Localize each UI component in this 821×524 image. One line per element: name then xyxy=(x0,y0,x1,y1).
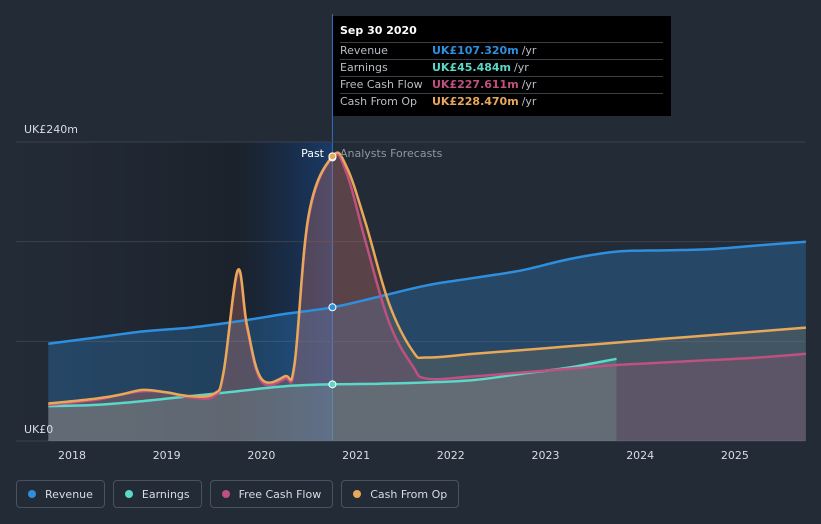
x-tick-label: 2020 xyxy=(247,449,275,462)
legend-dot-icon xyxy=(353,490,362,498)
tooltip-row-value: UK£227.611m xyxy=(432,78,519,91)
tooltip-row-value: UK£45.484m xyxy=(432,61,512,74)
tooltip-row-unit: /yr xyxy=(521,95,537,108)
tooltip-row-value: UK£228.470m xyxy=(432,95,519,108)
tooltip-row-label: Earnings xyxy=(340,61,388,74)
legend: Revenue Earnings Free Cash Flow Cash From O… xyxy=(16,480,460,508)
free-cash-flow-area xyxy=(48,154,806,441)
legend-label: Free Cash Flow xyxy=(238,487,322,501)
x-tick-label: 2023 xyxy=(532,449,560,462)
tooltip-row-value: UK£107.320m xyxy=(432,44,519,57)
tooltip-row-label: Revenue xyxy=(340,44,388,57)
legend-label: Earnings xyxy=(141,487,190,501)
tooltip-date: Sep 30 2020 xyxy=(340,24,417,37)
revenue-marker xyxy=(328,303,337,312)
tooltip-row-unit: /yr xyxy=(521,44,537,57)
legend-dot-icon xyxy=(124,490,133,498)
earnings-area xyxy=(48,358,617,441)
tooltip-row-label: Free Cash Flow xyxy=(340,78,423,91)
legend-label: Cash From Op xyxy=(370,487,448,501)
x-tick-label: 2024 xyxy=(626,449,654,462)
y-axis-bottom-label: UK£0 xyxy=(24,423,53,436)
cash-from-op-marker xyxy=(328,152,337,161)
cash-from-op-area xyxy=(48,152,806,441)
legend-label: Revenue xyxy=(45,487,93,501)
x-tick-label: 2022 xyxy=(437,449,465,462)
revenue-line xyxy=(48,240,806,346)
legend-item-free-cash-flow[interactable]: Free Cash Flow xyxy=(209,480,334,508)
forecast-label: Analysts Forecasts xyxy=(340,147,443,160)
tooltip-row: Earnings UK£45.484m/yr xyxy=(340,59,663,76)
legend-item-revenue[interactable]: Revenue xyxy=(16,480,105,508)
highlight-band xyxy=(236,142,333,441)
tooltip-row: Revenue UK£107.320m/yr xyxy=(340,42,663,59)
x-tick-label: 2018 xyxy=(58,449,86,462)
chart-area: UK£240m UK£0 Past Analysts Forecasts 201… xyxy=(16,14,807,462)
x-tick-label: 2019 xyxy=(153,449,181,462)
x-tick-label: 2021 xyxy=(342,449,370,462)
cash-from-op-line xyxy=(48,151,807,405)
tooltip-row-label: Cash From Op xyxy=(340,95,418,108)
tooltip: Sep 30 2020 Revenue UK£107.320m/yr Earning… xyxy=(333,16,671,116)
legend-dot-icon xyxy=(28,490,36,498)
past-label: Past xyxy=(301,147,325,160)
tooltip-row: Cash From Op UK£228.470m/yr xyxy=(340,93,663,110)
legend-item-cash-from-op[interactable]: Cash From Op xyxy=(341,480,460,508)
tooltip-row-unit: /yr xyxy=(521,78,537,91)
tooltip-row: Free Cash Flow UK£227.611m/yr xyxy=(340,76,663,93)
earnings-marker xyxy=(328,380,337,389)
legend-item-earnings[interactable]: Earnings xyxy=(112,480,202,508)
tooltip-row-unit: /yr xyxy=(514,61,529,74)
y-axis-top-label: UK£240m xyxy=(24,123,78,136)
x-tick-label: 2025 xyxy=(721,449,749,462)
legend-dot-icon xyxy=(221,490,230,498)
